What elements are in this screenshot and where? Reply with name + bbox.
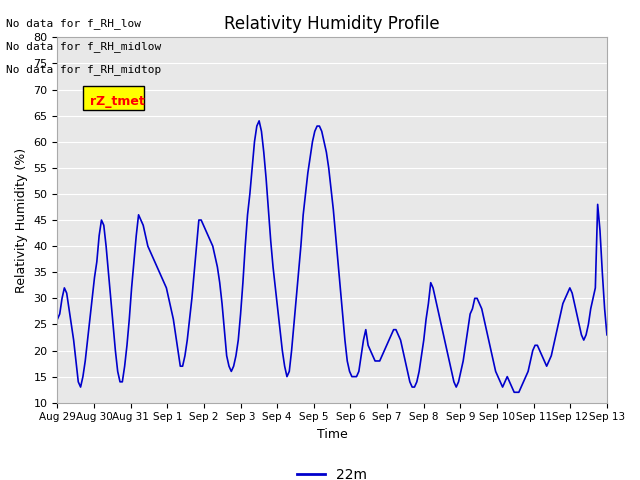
X-axis label: Time: Time (317, 428, 348, 441)
Text: No data for f_RH_midtop: No data for f_RH_midtop (6, 64, 162, 75)
Title: Relativity Humidity Profile: Relativity Humidity Profile (225, 15, 440, 33)
Legend: 22m: 22m (292, 462, 372, 480)
Y-axis label: Relativity Humidity (%): Relativity Humidity (%) (15, 147, 28, 293)
Text: No data for f_RH_low: No data for f_RH_low (6, 18, 141, 29)
Text: No data for f_RH_midlow: No data for f_RH_midlow (6, 41, 162, 52)
Text: rZ_tmet: rZ_tmet (90, 95, 145, 108)
